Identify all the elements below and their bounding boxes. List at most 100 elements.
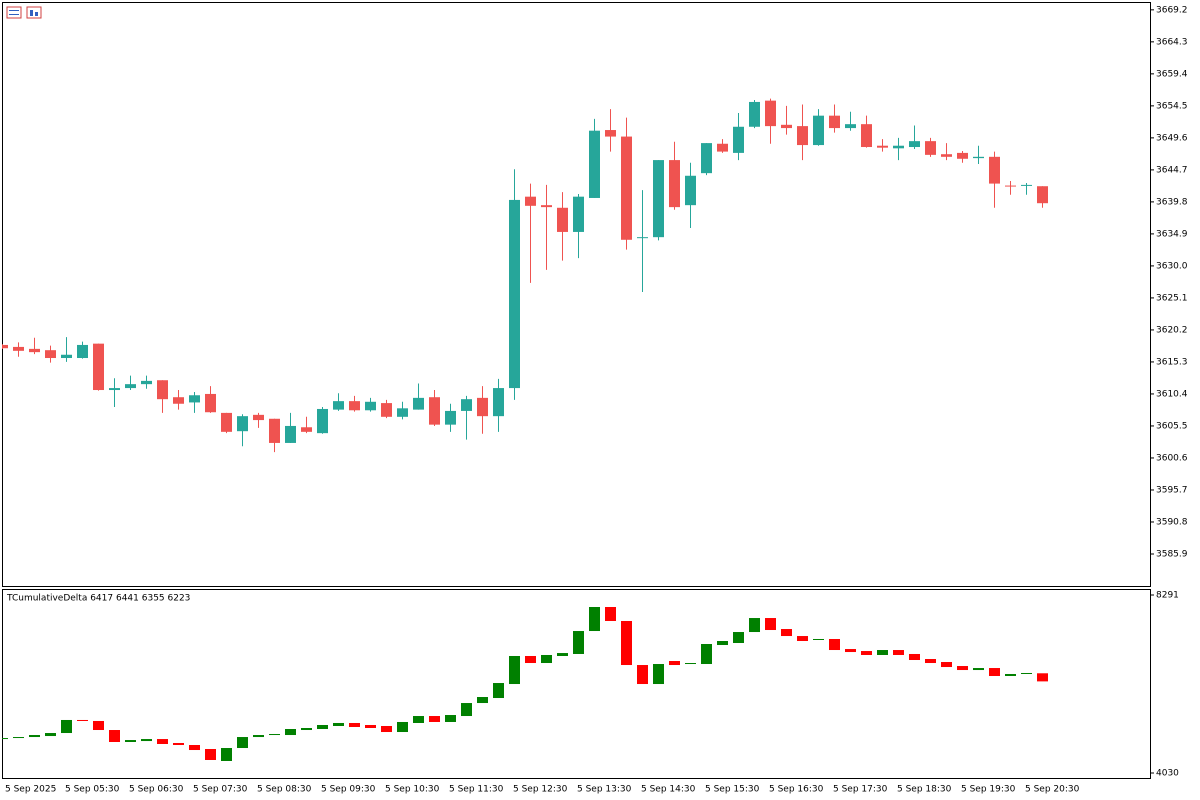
candle-body bbox=[493, 683, 504, 699]
candle-body bbox=[765, 618, 776, 631]
candle-body bbox=[749, 618, 760, 633]
candle-body bbox=[365, 724, 376, 729]
candle-body bbox=[205, 749, 216, 760]
y-tick-label: 3620.2 bbox=[1156, 325, 1188, 335]
candle-body bbox=[733, 632, 744, 644]
candle-body bbox=[893, 650, 904, 655]
candle-body bbox=[717, 143, 728, 152]
icon-chart[interactable] bbox=[26, 6, 42, 19]
candle-body bbox=[509, 199, 520, 389]
candle-body bbox=[589, 606, 600, 632]
candle-body bbox=[845, 124, 856, 129]
candle-body bbox=[381, 725, 392, 733]
indicator-title: TCumulativeDelta 6417 6441 6355 6223 bbox=[6, 594, 190, 604]
candle-body bbox=[285, 729, 296, 736]
candle-body bbox=[925, 659, 936, 664]
candle-body bbox=[685, 663, 696, 665]
candle-body bbox=[461, 703, 472, 717]
candle-body bbox=[685, 175, 696, 206]
candle-body bbox=[301, 728, 312, 731]
candle-body bbox=[557, 207, 568, 232]
candle-body bbox=[605, 130, 616, 137]
candle-body bbox=[765, 100, 776, 127]
candle-body bbox=[29, 735, 40, 738]
candle-body bbox=[829, 638, 840, 651]
candle-body bbox=[2, 738, 8, 740]
y-tick-label: 3644.7 bbox=[1156, 165, 1188, 175]
candle-body bbox=[221, 412, 232, 432]
candle-body bbox=[893, 145, 904, 149]
candle-body bbox=[701, 143, 712, 174]
candle-body bbox=[413, 397, 424, 410]
candle-body bbox=[237, 416, 248, 432]
icon-list[interactable] bbox=[6, 6, 22, 19]
candle-body bbox=[909, 141, 920, 148]
toolbar-icons[interactable] bbox=[6, 6, 42, 19]
candle-body bbox=[125, 384, 136, 389]
candle-body bbox=[477, 697, 488, 704]
candle-body bbox=[973, 668, 984, 671]
candle-body bbox=[269, 418, 280, 443]
candle-body bbox=[365, 401, 376, 411]
y-tick-label: 3590.8 bbox=[1156, 517, 1188, 527]
candle-body bbox=[557, 653, 568, 656]
candle-body bbox=[605, 606, 616, 621]
indicator-panel bbox=[2, 589, 1151, 779]
candle-body bbox=[301, 427, 312, 432]
candle-body bbox=[1037, 673, 1048, 682]
candle-body bbox=[349, 722, 360, 728]
candle-body bbox=[877, 650, 888, 655]
candle-body bbox=[573, 631, 584, 654]
candle-body bbox=[477, 397, 488, 417]
candles bbox=[2, 606, 1048, 762]
x-tick-label: 5 Sep 20:30 bbox=[1025, 785, 1080, 795]
candle-body bbox=[509, 655, 520, 685]
candle-body bbox=[109, 388, 120, 391]
candle-body bbox=[109, 730, 120, 742]
x-tick-label: 5 Sep 11:30 bbox=[449, 785, 504, 795]
candle-body bbox=[861, 124, 872, 148]
candle-body bbox=[957, 666, 968, 671]
x-tick-label: 5 Sep 12:30 bbox=[513, 785, 568, 795]
y-tick-label: 3634.9 bbox=[1156, 229, 1188, 239]
y-tick-label: 3625.1 bbox=[1156, 293, 1188, 303]
y-tick-label: 3595.7 bbox=[1156, 485, 1188, 495]
icon-bar bbox=[30, 10, 33, 16]
candle-body bbox=[653, 664, 664, 685]
candle-body bbox=[333, 722, 344, 726]
candle-body bbox=[45, 733, 56, 737]
candles bbox=[2, 98, 1048, 453]
candle-body bbox=[669, 661, 680, 666]
candle-body bbox=[989, 156, 1000, 184]
x-tick-label: 5 Sep 16:30 bbox=[769, 785, 824, 795]
candle-body bbox=[349, 401, 360, 411]
candle-body bbox=[669, 160, 680, 208]
candle-body bbox=[989, 668, 1000, 677]
candle-body bbox=[973, 156, 984, 159]
candle-body bbox=[157, 380, 168, 400]
candle-body bbox=[221, 748, 232, 762]
candle-body bbox=[61, 354, 72, 359]
x-tick-label: 5 Sep 09:30 bbox=[321, 785, 376, 795]
candle-body bbox=[909, 653, 920, 661]
y-tick-label: 3649.6 bbox=[1156, 133, 1188, 143]
candle-body bbox=[93, 720, 104, 731]
x-tick-label: 5 Sep 07:30 bbox=[193, 785, 248, 795]
x-tick-label: 5 Sep 08:30 bbox=[257, 785, 312, 795]
candle-body bbox=[13, 737, 24, 739]
y-tick-label: 3669.2 bbox=[1156, 5, 1188, 15]
candle-body bbox=[877, 145, 888, 148]
candle-body bbox=[749, 101, 760, 127]
candle-body bbox=[189, 745, 200, 751]
candle-body bbox=[445, 410, 456, 425]
candle-body bbox=[621, 136, 632, 240]
y-tick-label: 3610.4 bbox=[1156, 389, 1188, 399]
candle-body bbox=[253, 735, 264, 738]
candle-body bbox=[429, 397, 440, 425]
y-tick-label: 3654.5 bbox=[1156, 101, 1188, 111]
y-tick-label: 3600.6 bbox=[1156, 453, 1188, 463]
candle-body bbox=[541, 654, 552, 664]
candle-body bbox=[45, 350, 56, 359]
candle-body bbox=[77, 344, 88, 359]
candle-body bbox=[525, 196, 536, 206]
